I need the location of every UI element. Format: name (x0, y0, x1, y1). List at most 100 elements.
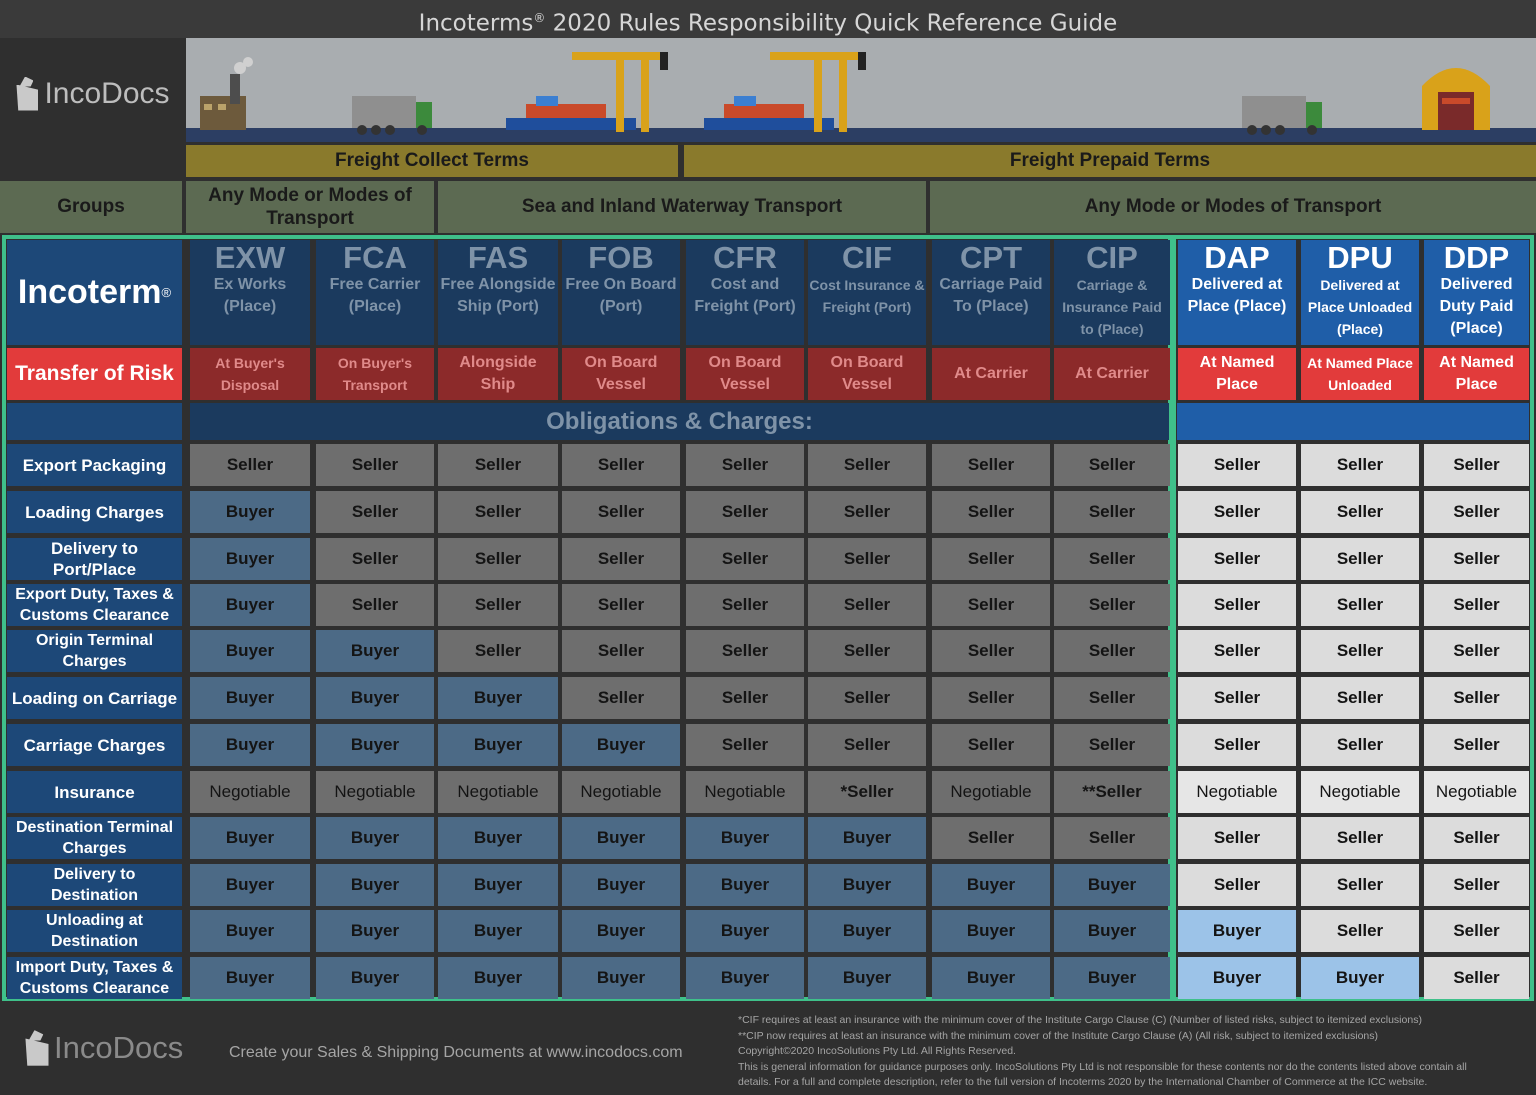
risk-cell-cip: At Carrier (1054, 348, 1170, 400)
copyright: Copyright©2020 IncoSolutions Pty Ltd. Al… (738, 1045, 1016, 1058)
obligation-cell: Seller (1424, 724, 1529, 766)
obligation-cell: Buyer (316, 817, 434, 859)
obligation-cell: Seller (932, 584, 1050, 626)
obligation-cell: Buyer (316, 957, 434, 999)
brand-name: IncoDocs (44, 76, 170, 110)
transport-scene (186, 52, 1536, 142)
obligation-cell: Seller (1301, 538, 1419, 580)
term-name: Carriage Paid To (Place) (939, 276, 1043, 315)
obligation-cell: Seller (1424, 910, 1529, 952)
obligation-cell: Seller (316, 491, 434, 533)
obligation-cell: Seller (316, 444, 434, 486)
obligation-cell: Seller (686, 630, 804, 672)
obligation-cell: Seller (438, 584, 558, 626)
obligation-cell: Seller (932, 677, 1050, 719)
row-label: Loading on Carriage (7, 677, 182, 719)
row-label: Export Duty, Taxes & Customs Clearance (7, 584, 182, 626)
obligation-cell: Seller (808, 677, 926, 719)
term-name: Delivered at Place Unloaded (Place) (1307, 277, 1413, 337)
groups-label: Groups (0, 181, 182, 233)
row-label: Origin Terminal Charges (7, 630, 182, 672)
obligation-cell: Seller (1424, 677, 1529, 719)
obligation-cell: Seller (1054, 444, 1170, 486)
obligation-cell: Buyer (190, 677, 310, 719)
incoterm-label-text: Incoterm (17, 273, 162, 311)
obligation-cell: Buyer (438, 677, 558, 719)
obligation-cell: Seller (1178, 724, 1296, 766)
crane-ship-icon-1 (506, 52, 668, 132)
term-name: Free Carrier (Place) (329, 276, 421, 315)
obligation-cell: Buyer (316, 864, 434, 906)
footnote-cip: **CIP now requires at least an insurance… (738, 1029, 1378, 1042)
disclaimer-1: This is general information for guidance… (738, 1060, 1467, 1073)
row-label: Carriage Charges (7, 724, 182, 766)
obligation-cell: Seller (932, 491, 1050, 533)
obligation-cell: Seller (686, 724, 804, 766)
term-header-dpu: DPU Delivered at Place Unloaded (Place) (1301, 240, 1419, 345)
obligation-cell: Seller (1054, 491, 1170, 533)
freight-collect-band: Freight Collect Terms (186, 145, 678, 177)
obligation-cell: Seller (562, 677, 680, 719)
obligation-cell: Buyer (190, 910, 310, 952)
truck-icon-2 (1242, 96, 1322, 135)
term-header-cpt: CPT Carriage Paid To (Place) (932, 240, 1050, 345)
obligation-cell: Buyer (808, 817, 926, 859)
row-label: Delivery to Destination (7, 864, 182, 906)
obligation-cell: Buyer (316, 910, 434, 952)
obligation-cell: Seller (1178, 630, 1296, 672)
obligation-cell: Seller (1178, 677, 1296, 719)
term-code: FOB (588, 240, 654, 275)
term-code: CIP (1086, 240, 1138, 275)
obligation-cell: Seller (1301, 864, 1419, 906)
obligation-cell: **Seller (1054, 771, 1170, 813)
obligation-cell: Seller (1301, 630, 1419, 672)
obligation-cell: Seller (1424, 584, 1529, 626)
obligation-cell: Buyer (438, 957, 558, 999)
obligation-cell: Buyer (1054, 910, 1170, 952)
obligation-cell: Seller (932, 630, 1050, 672)
left-frame (2, 235, 1172, 1001)
obligation-cell: Buyer (808, 864, 926, 906)
obligation-cell: Seller (438, 538, 558, 580)
group-any-mode-2: Any Mode or Modes of Transport (930, 181, 1536, 233)
obligation-cell: Seller (686, 491, 804, 533)
risk-cell-fob: On Board Vessel (562, 348, 680, 400)
obligation-cell: Seller (1424, 630, 1529, 672)
row-label: Insurance (7, 771, 182, 813)
obligation-cell: Buyer (808, 910, 926, 952)
term-code: FAS (467, 240, 529, 275)
obligation-cell: Buyer (562, 817, 680, 859)
obligation-cell: *Seller (808, 771, 926, 813)
obligation-cell: Buyer (686, 957, 804, 999)
obligation-cell: Seller (316, 538, 434, 580)
term-code: DPU (1327, 240, 1393, 275)
obligation-cell: Buyer (562, 957, 680, 999)
term-header-fca: FCA Free Carrier (Place) (316, 240, 434, 345)
obligation-cell: Buyer (316, 677, 434, 719)
term-code: EXW (214, 240, 286, 275)
page-title: Incoterms® 2020 Rules Responsibility Qui… (0, 0, 1536, 38)
obligation-cell: Seller (808, 630, 926, 672)
term-name: Free Alongside Ship (Port) (440, 276, 556, 315)
obligation-cell: Seller (1054, 724, 1170, 766)
term-name: Delivered Duty Paid (Place) (1439, 276, 1514, 337)
term-header-cif: CIF Cost Insurance & Freight (Port) (808, 240, 926, 345)
obligation-cell: Seller (562, 630, 680, 672)
obligation-cell: Buyer (686, 817, 804, 859)
term-header-fob: FOB Free On Board (Port) (562, 240, 680, 345)
title-prefix: Incoterms (418, 10, 534, 37)
obligation-cell: Seller (438, 491, 558, 533)
term-header-dap: DAP Delivered at Place (Place) (1178, 240, 1296, 345)
obligation-cell: Buyer (190, 538, 310, 580)
obligation-cell: Buyer (1301, 957, 1419, 999)
obligation-cell: Buyer (562, 864, 680, 906)
obligation-cell: Buyer (190, 491, 310, 533)
term-header-ddp: DDP Delivered Duty Paid (Place) (1424, 240, 1529, 345)
group-sea: Sea and Inland Waterway Transport (438, 181, 926, 233)
obligation-cell: Negotiable (932, 771, 1050, 813)
obligation-cell: Seller (932, 538, 1050, 580)
obligation-cell: Seller (1301, 444, 1419, 486)
obligation-cell: Seller (1178, 444, 1296, 486)
obligation-cell: Buyer (190, 957, 310, 999)
obligations-title: Obligations & Charges: (190, 403, 1169, 440)
